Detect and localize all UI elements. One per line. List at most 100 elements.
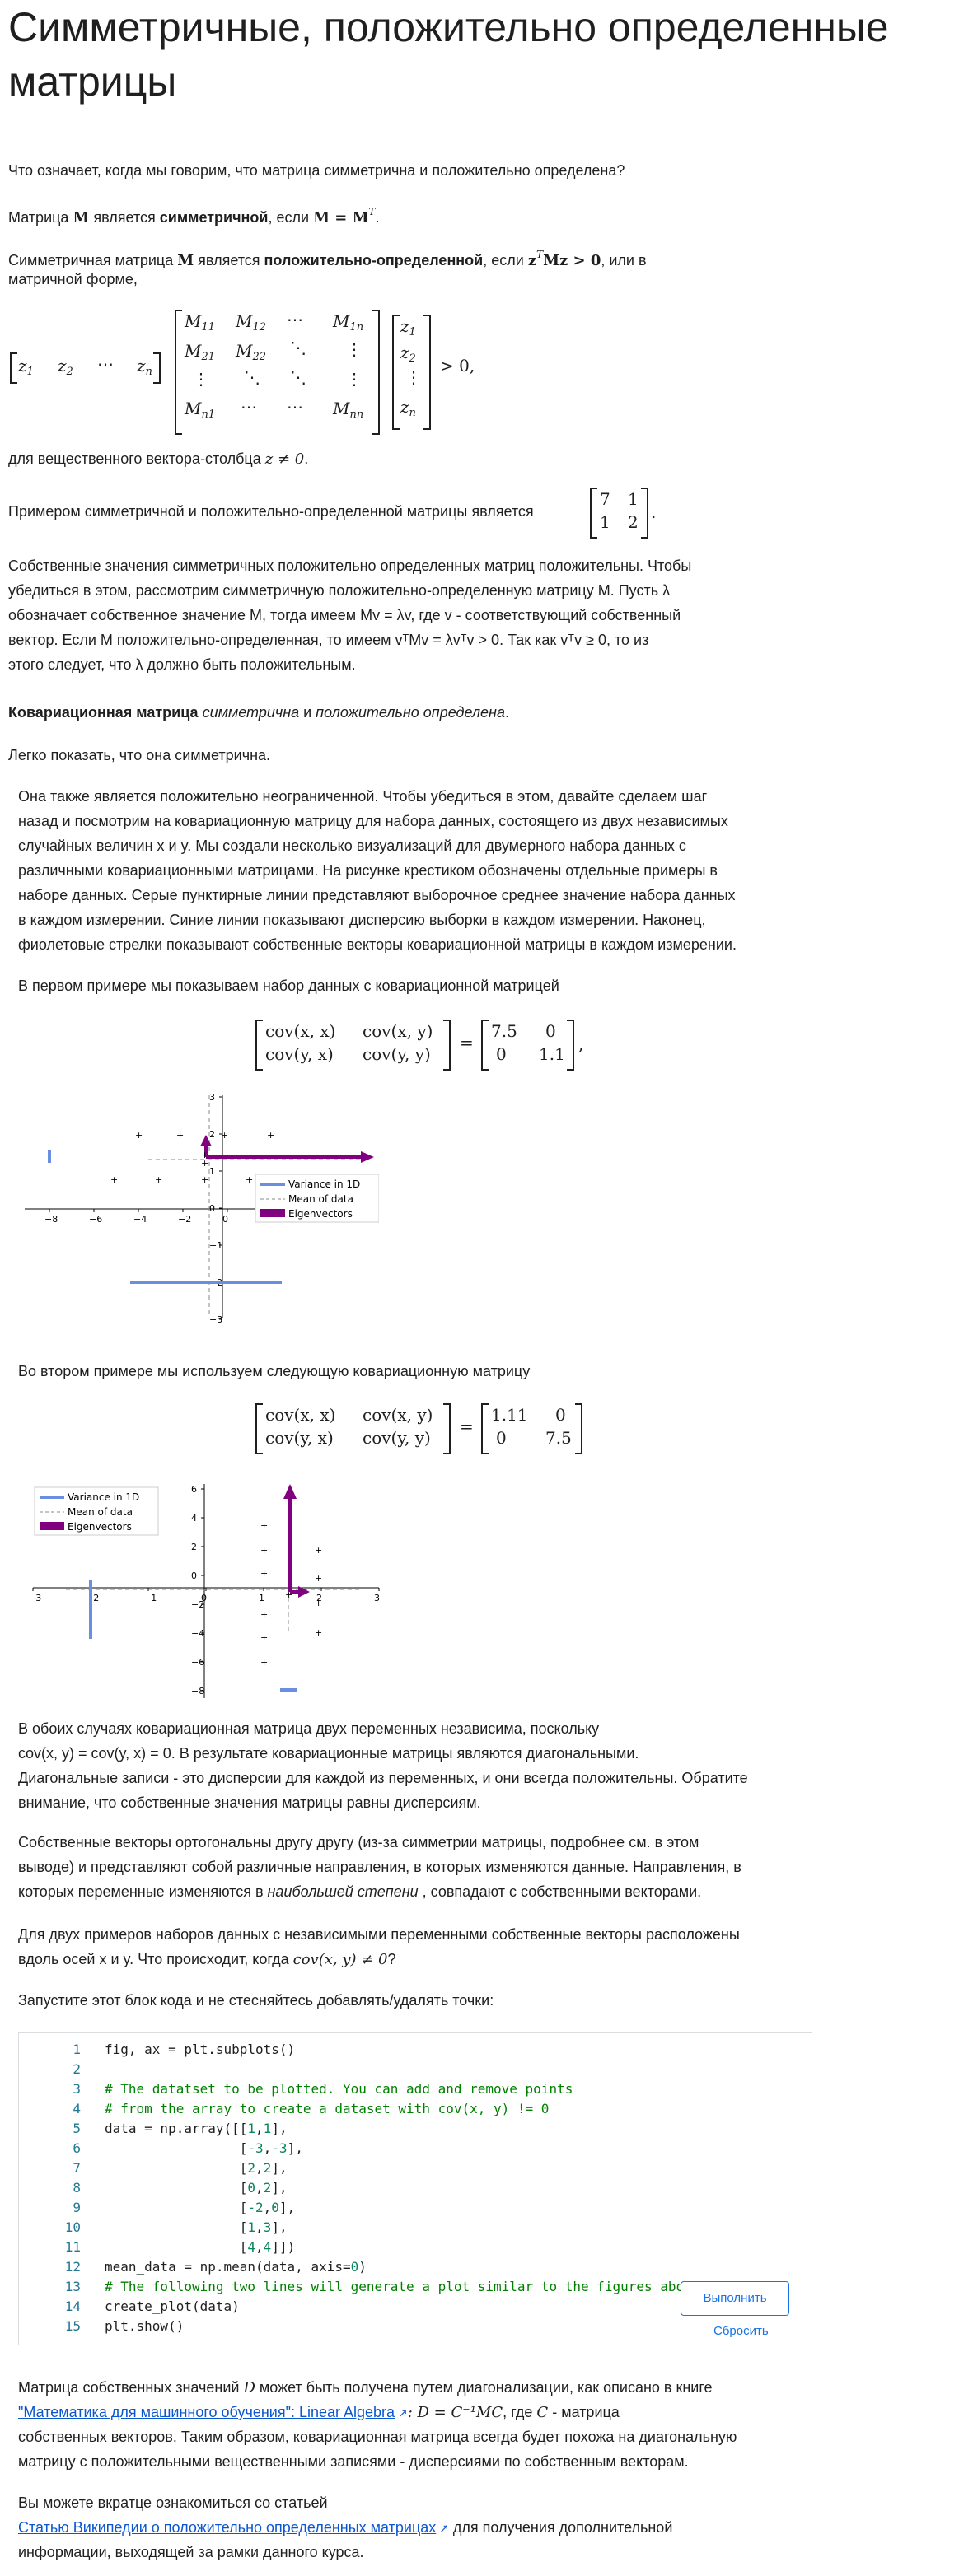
- point: +: [315, 1627, 322, 1638]
- point: +: [135, 1130, 143, 1141]
- second-example-text: Во втором примере мы используем следующу…: [18, 1363, 531, 1379]
- eigenvector-y-head: [200, 1135, 212, 1146]
- example-matrix: 7 1 1 2 .: [590, 486, 664, 540]
- tick-label: 0: [191, 1570, 197, 1581]
- point: +: [260, 1609, 268, 1620]
- line-number: 11: [64, 2239, 81, 2255]
- line-number: 14: [64, 2298, 81, 2314]
- point: +: [260, 1657, 268, 1668]
- point: +: [201, 1158, 208, 1169]
- tick-label: −6: [89, 1214, 102, 1225]
- code-line[interactable]: [2,2],: [105, 2160, 288, 2176]
- line-number: 5: [73, 2121, 81, 2136]
- mml-book-link[interactable]: "Математика для машинного обучения": Lin…: [18, 2404, 395, 2420]
- line-number: 1: [73, 2042, 81, 2057]
- line-number: 8: [73, 2180, 81, 2196]
- code-line[interactable]: # from the array to create a dataset wit…: [105, 2101, 550, 2116]
- point: +: [315, 1573, 322, 1584]
- legend-eigenvectors: Eigenvectors: [68, 1521, 132, 1533]
- tick-label: 1: [259, 1593, 264, 1603]
- code-line[interactable]: # The following two lines will generate …: [105, 2279, 709, 2294]
- point: +: [315, 1545, 322, 1556]
- code-line[interactable]: [-2,0],: [105, 2200, 296, 2215]
- point: +: [267, 1130, 274, 1141]
- point: +: [201, 1150, 208, 1160]
- covariance-matrix-1: cov(x, x) cov(x, y) cov(y, x) cov(y, y) …: [255, 1016, 601, 1074]
- easy-text: Легко показать, что она симметрична.: [8, 747, 271, 763]
- code-line[interactable]: [1,3],: [105, 2219, 288, 2235]
- tick-label: −4: [191, 1628, 204, 1639]
- eigenvector-x-head: [298, 1586, 310, 1598]
- tick-label: 2: [191, 1542, 197, 1552]
- tick-label: 1: [209, 1166, 215, 1177]
- tick-label: −2: [86, 1593, 99, 1603]
- code-line[interactable]: data = np.array([[1,1],: [105, 2121, 288, 2136]
- tick-label: 3: [209, 1092, 215, 1103]
- tick-label: −1: [209, 1240, 222, 1251]
- line-number: 10: [64, 2219, 81, 2235]
- pd-definition-line2: матричной форме,: [8, 271, 138, 287]
- code-line[interactable]: fig, ax = plt.subplots(): [105, 2042, 296, 2057]
- line-number: 7: [73, 2160, 81, 2176]
- point: +: [260, 1568, 268, 1579]
- point: +: [260, 1545, 268, 1556]
- code-line[interactable]: mean_data = np.mean(data, axis=0): [105, 2259, 367, 2275]
- legend-box: Variance in 1D Mean of data Eigenvectors: [34, 1486, 159, 1536]
- point: +: [155, 1174, 162, 1185]
- covariance-matrix-2: cov(x, x) cov(x, y) cov(y, x) cov(y, y) …: [255, 1400, 601, 1458]
- code-line[interactable]: plt.show(): [105, 2318, 185, 2334]
- point: +: [110, 1174, 118, 1185]
- code-line[interactable]: [0,2],: [105, 2180, 288, 2196]
- tick-label: −2: [178, 1214, 191, 1225]
- reset-button[interactable]: Сбросить: [713, 2324, 769, 2338]
- point: +: [176, 1130, 184, 1141]
- external-link-icon: ↗: [395, 2406, 408, 2420]
- legend-eigenvectors: Eigenvectors: [288, 1208, 353, 1220]
- code-line[interactable]: [-3,-3],: [105, 2140, 303, 2156]
- line-number: 9: [73, 2200, 81, 2215]
- line-number: 2: [73, 2061, 81, 2077]
- legend-box: Variance in 1D Mean of data Eigenvectors: [255, 1174, 379, 1223]
- tick-label: 0: [201, 1593, 207, 1603]
- code-editor[interactable]: 1 fig, ax = plt.subplots() 2 3 # The datatse…: [18, 2032, 812, 2345]
- code-line[interactable]: [4,4]]): [105, 2239, 296, 2255]
- pd-definition: Симметричная матрица M является положите…: [8, 249, 647, 269]
- quadratic-form-equation: z1 z2 ⋯ zn M11 M12 ⋯ M1n M21 M22 ⋱ ⋮ ⋮ ⋱…: [0, 305, 577, 436]
- tick-label: 6: [191, 1484, 197, 1495]
- tick-label: 2: [316, 1593, 322, 1603]
- code-line[interactable]: create_plot(data): [105, 2298, 240, 2314]
- tick-label: −4: [133, 1214, 147, 1225]
- run-block-text: Запустите этот блок кода и не стесняйтес…: [18, 1992, 494, 2009]
- code-line[interactable]: # The datatset to be plotted. You can ad…: [105, 2081, 573, 2097]
- line-number: 12: [64, 2259, 81, 2275]
- line-number: 13: [64, 2279, 81, 2294]
- wiki-link[interactable]: Статью Википедии о положительно определе…: [18, 2519, 437, 2536]
- tick-label: 2: [209, 1129, 215, 1140]
- data-points: + + + + + + + + + + +: [260, 1520, 322, 1668]
- covariance-heading: Ковариационная матрица симметрична и пол…: [8, 704, 509, 721]
- external-link-icon: ↗: [436, 2522, 449, 2535]
- symmetric-definition: Матрица M является симметричной, если M …: [8, 206, 380, 226]
- tick-label: 4: [191, 1513, 197, 1524]
- run-button[interactable]: Выполнить: [681, 2281, 789, 2316]
- tick-label: 0: [222, 1214, 228, 1225]
- legend-variance: Variance in 1D: [288, 1178, 360, 1190]
- tick-label: 0: [209, 1203, 215, 1214]
- example-text: Примером симметричной и положительно-опр…: [8, 503, 534, 520]
- tick-label: −3: [209, 1314, 222, 1325]
- tick-label: −8: [44, 1214, 58, 1225]
- eigenvector-x-head: [361, 1151, 374, 1163]
- tick-label: −1: [143, 1593, 157, 1603]
- page-title: Симметричные, положительно определенные …: [8, 4, 889, 105]
- point: +: [221, 1130, 228, 1141]
- legend-mean: Mean of data: [68, 1506, 133, 1518]
- tick-label: −3: [28, 1593, 41, 1603]
- tick-label: −6: [191, 1657, 204, 1668]
- line-number: 6: [73, 2140, 81, 2156]
- point: +: [201, 1174, 208, 1185]
- eigenvector-y-head: [283, 1484, 297, 1499]
- tick-label: 3: [374, 1593, 380, 1603]
- line-number: 3: [73, 2081, 81, 2097]
- line-number: 4: [73, 2101, 81, 2116]
